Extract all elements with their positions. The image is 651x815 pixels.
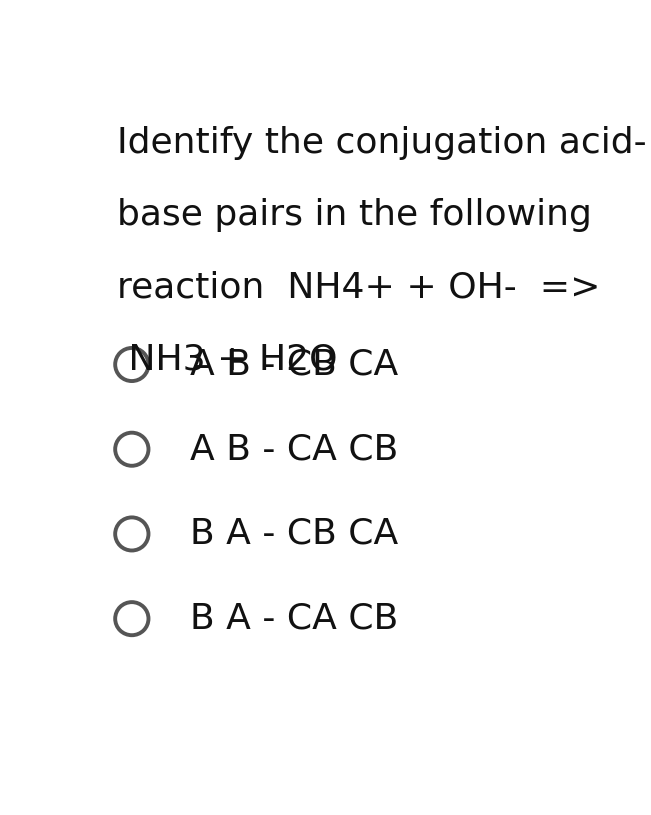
Text: Identify the conjugation acid-: Identify the conjugation acid- bbox=[117, 126, 646, 160]
Text: A B - CA CB: A B - CA CB bbox=[190, 432, 398, 466]
Text: base pairs in the following: base pairs in the following bbox=[117, 198, 592, 232]
Text: reaction  NH4+ + OH-  =>: reaction NH4+ + OH- => bbox=[117, 271, 600, 304]
Text: B A - CB CA: B A - CB CA bbox=[190, 517, 398, 551]
Text: B A - CA CB: B A - CA CB bbox=[190, 601, 398, 636]
Text: A B - CB CA: A B - CB CA bbox=[190, 347, 398, 381]
Text: NH3 + H2O: NH3 + H2O bbox=[117, 342, 337, 377]
